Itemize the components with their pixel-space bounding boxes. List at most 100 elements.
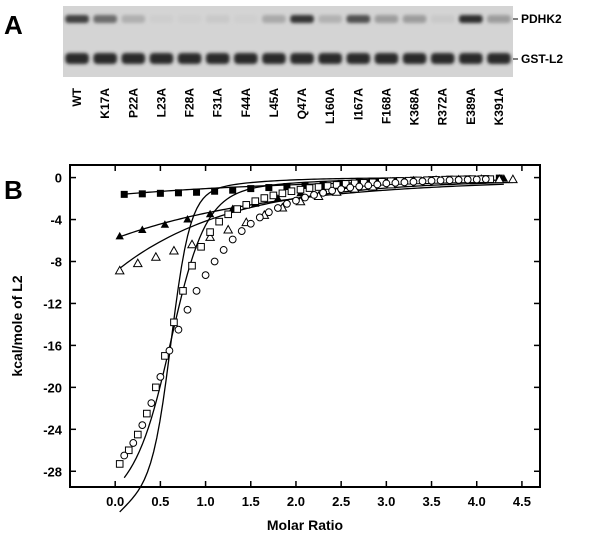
lane-label: F168A — [379, 88, 393, 124]
data-point-filled-square — [211, 187, 219, 195]
data-point-open-square — [188, 261, 196, 270]
pdhk2-band — [262, 15, 286, 23]
pdhk2-band — [487, 15, 511, 23]
data-point-open-circle — [445, 176, 454, 185]
pdhk2-band — [65, 15, 89, 23]
data-point-open-circle — [246, 219, 255, 228]
data-point-filled-triangle — [160, 220, 170, 228]
data-point-filled-square — [174, 189, 182, 197]
data-point-filled-square — [120, 190, 128, 198]
data-point-open-triangle — [223, 224, 234, 234]
data-point-open-square — [314, 183, 323, 191]
data-point-open-circle — [174, 325, 183, 334]
gst-l2-band — [93, 53, 117, 64]
y-tick-label: -12 — [43, 296, 62, 311]
data-point-open-circle — [228, 235, 237, 244]
data-point-open-circle — [391, 178, 400, 187]
pdhk2-band-label: PDHK2 — [521, 12, 562, 26]
lane-label: L23A — [154, 88, 168, 118]
gst-l2-band — [149, 53, 174, 64]
data-points — [114, 174, 518, 468]
fit-curves — [119, 177, 513, 513]
data-point-filled-square — [301, 181, 309, 189]
data-point-open-square — [242, 201, 251, 209]
plot-frame — [69, 164, 541, 488]
data-point-open-triangle — [186, 239, 198, 249]
data-point-open-circle — [409, 177, 418, 186]
data-point-open-square — [260, 194, 269, 202]
data-point-filled-triangle — [205, 209, 215, 218]
lane-label: I167A — [351, 88, 365, 120]
data-point-open-square — [269, 191, 278, 200]
data-point-open-circle — [301, 193, 309, 202]
data-point-filled-triangle — [138, 225, 147, 234]
data-point-open-circle — [472, 175, 481, 184]
data-point-open-square — [287, 187, 296, 196]
data-point-open-circle — [481, 175, 490, 184]
data-point-open-triangle — [494, 174, 505, 184]
gst-l2-band — [402, 53, 427, 64]
data-point-open-circle — [156, 372, 165, 381]
data-point-filled-square — [283, 183, 291, 191]
data-point-open-circle — [364, 181, 373, 190]
data-point-open-circle — [463, 175, 472, 184]
data-point-open-circle — [219, 246, 228, 254]
x-axis-title: Molar Ratio — [267, 517, 343, 533]
gst-l2-band — [205, 53, 230, 64]
pdhk2-band — [402, 15, 427, 23]
data-point-open-circle — [328, 186, 337, 195]
data-point-open-square — [332, 181, 341, 189]
data-point-open-circle — [129, 439, 138, 447]
data-point-open-circle — [273, 204, 282, 212]
pdhk2-band — [374, 15, 399, 23]
lane-label: K391A — [492, 88, 506, 126]
lane-label: Q47A — [295, 88, 309, 120]
data-point-open-square — [170, 318, 178, 327]
data-point-open-circle — [418, 177, 427, 186]
lane-label: P22A — [126, 88, 140, 118]
lane-label: K368A — [408, 88, 422, 126]
data-point-open-circle — [183, 305, 192, 314]
data-point-open-square — [305, 184, 314, 192]
data-point-filled-square — [337, 179, 345, 187]
data-point-open-circle — [283, 199, 291, 208]
data-point-filled-square — [193, 188, 201, 196]
data-point-open-square — [224, 210, 232, 219]
lane-label: F31A — [211, 88, 225, 118]
gst-l2-band — [262, 53, 286, 64]
pdhk2-band — [346, 15, 371, 23]
pdhk2-band — [149, 15, 174, 23]
data-point-open-circle — [147, 399, 156, 407]
data-point-filled-square — [156, 189, 164, 197]
y-tick-label: -24 — [43, 422, 63, 437]
lane-label: L160A — [323, 88, 337, 124]
data-point-open-circle — [210, 257, 219, 266]
pdhk2-band — [93, 15, 117, 23]
gel-bands — [65, 15, 511, 64]
data-point-open-triangle — [114, 265, 125, 275]
lane-label: R372A — [436, 88, 450, 126]
y-tick-label: 0 — [55, 171, 62, 186]
lane-label: K17A — [98, 88, 112, 119]
lane-label: L45A — [267, 88, 281, 118]
lane-label: F44A — [239, 88, 253, 118]
data-point-open-circle — [165, 346, 174, 355]
data-point-open-circle — [454, 175, 463, 184]
data-point-open-square — [143, 409, 151, 418]
pdhk2-band — [205, 15, 230, 23]
x-tick-label: 4.0 — [468, 494, 486, 509]
data-point-open-triangle — [168, 245, 179, 255]
y-tick-label: -4 — [50, 213, 62, 228]
gst-l2-band — [290, 53, 314, 64]
data-point-filled-square — [265, 184, 273, 192]
data-point-open-circle — [292, 196, 300, 205]
x-tick-label: 2.5 — [332, 494, 350, 509]
panel-a-letter: A — [4, 10, 23, 40]
itc-chart: 0.0 0.5 1.0 1.5 2.0 2.5 3.0 3.5 4.0 4.5 0 -4 -8 -12 -1… — [9, 164, 541, 533]
data-point-open-triangle — [205, 231, 216, 241]
panel-b-letter: B — [4, 175, 23, 205]
fit-curve — [119, 177, 491, 513]
data-point-open-triangle — [150, 251, 161, 261]
gst-l2-band — [65, 53, 89, 64]
data-point-open-circle — [400, 178, 409, 187]
